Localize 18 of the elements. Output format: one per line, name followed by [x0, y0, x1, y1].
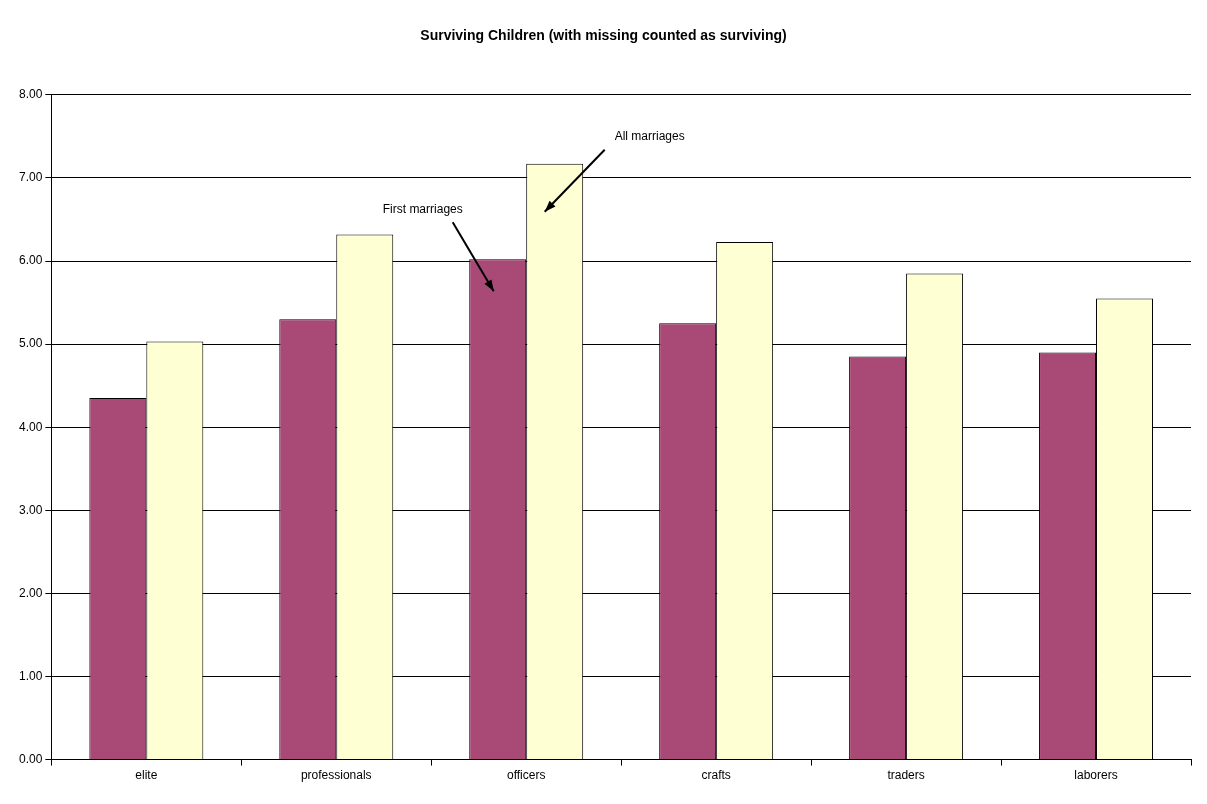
- x-tick-label: traders: [887, 768, 925, 783]
- x-tick-label: officers: [506, 768, 546, 783]
- text: All marriages: [614, 129, 685, 144]
- y-tick-label: 4.00: [19, 419, 43, 434]
- text: First marriages: [382, 201, 463, 216]
- x-tick-label: professionals: [300, 768, 372, 783]
- y-tick-label: 0.00: [19, 751, 43, 766]
- x-tick-label: crafts: [701, 768, 731, 783]
- y-tick-label: 8.00: [19, 87, 43, 102]
- y-tick-label: 7.00: [19, 170, 43, 185]
- x-tick-label: elite: [135, 768, 158, 783]
- y-tick-label: 3.00: [19, 502, 43, 517]
- chart-title: Surviving Children (with missing counted as surviving): [420, 27, 787, 44]
- y-tick-label: 1.00: [19, 668, 43, 683]
- y-tick-label: 2.00: [19, 585, 43, 600]
- x-tick-label: laborers: [1074, 768, 1118, 783]
- y-tick-label: 5.00: [19, 336, 43, 351]
- y-tick-label: 6.00: [19, 253, 43, 268]
